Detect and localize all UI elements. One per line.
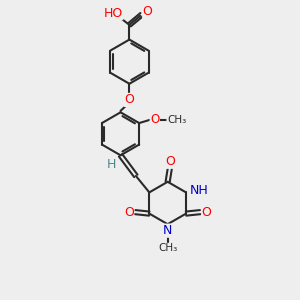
Text: O: O xyxy=(124,93,134,106)
Text: O: O xyxy=(124,206,134,219)
Text: CH₃: CH₃ xyxy=(167,115,186,124)
Text: O: O xyxy=(143,5,153,18)
Text: NH: NH xyxy=(190,184,209,197)
Text: O: O xyxy=(165,155,175,168)
Text: CH₃: CH₃ xyxy=(158,243,177,253)
Text: H: H xyxy=(106,158,116,171)
Text: HO: HO xyxy=(103,7,123,20)
Text: N: N xyxy=(162,224,172,237)
Text: O: O xyxy=(150,113,159,126)
Text: O: O xyxy=(202,206,212,219)
